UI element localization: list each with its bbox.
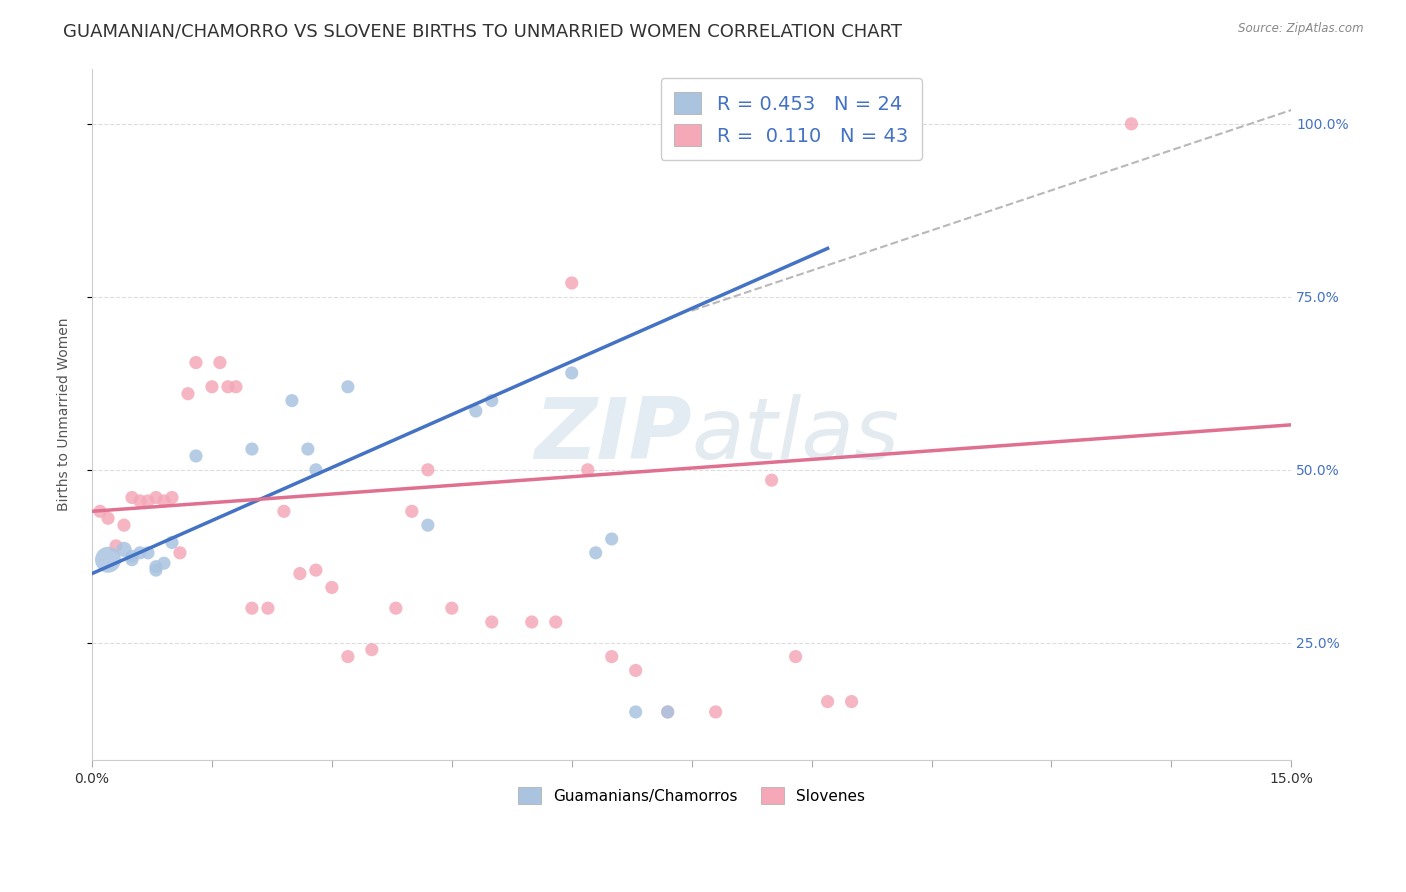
Point: [416, 463, 439, 477]
Point: [153, 556, 176, 570]
Point: [464, 404, 486, 418]
Point: [360, 642, 382, 657]
Point: [288, 566, 311, 581]
Point: [177, 386, 200, 401]
Point: [520, 615, 543, 629]
Point: [305, 463, 328, 477]
Point: [136, 494, 159, 508]
Point: [576, 463, 599, 477]
Point: [121, 549, 143, 564]
Point: [841, 695, 863, 709]
Point: [105, 539, 128, 553]
Point: [600, 649, 623, 664]
Point: [321, 581, 343, 595]
Point: [201, 380, 224, 394]
Point: [145, 559, 167, 574]
Point: [624, 705, 647, 719]
Legend: Guamanians/Chamorros, Slovenes: Guamanians/Chamorros, Slovenes: [508, 776, 876, 815]
Point: [112, 542, 135, 557]
Point: [153, 494, 176, 508]
Point: [336, 380, 359, 394]
Point: [440, 601, 463, 615]
Point: [704, 705, 727, 719]
Point: [240, 442, 263, 456]
Point: [121, 553, 143, 567]
Text: GUAMANIAN/CHAMORRO VS SLOVENE BIRTHS TO UNMARRIED WOMEN CORRELATION CHART: GUAMANIAN/CHAMORRO VS SLOVENE BIRTHS TO …: [63, 22, 903, 40]
Point: [97, 553, 120, 567]
Point: [561, 366, 583, 380]
Point: [600, 532, 623, 546]
Text: Source: ZipAtlas.com: Source: ZipAtlas.com: [1239, 22, 1364, 36]
Point: [257, 601, 280, 615]
Text: ZIP: ZIP: [534, 393, 692, 476]
Point: [160, 535, 183, 549]
Point: [208, 355, 231, 369]
Point: [145, 491, 167, 505]
Point: [145, 563, 167, 577]
Point: [561, 276, 583, 290]
Point: [217, 380, 239, 394]
Point: [761, 473, 783, 487]
Point: [585, 546, 607, 560]
Point: [160, 491, 183, 505]
Point: [112, 518, 135, 533]
Point: [1121, 117, 1143, 131]
Point: [136, 546, 159, 560]
Y-axis label: Births to Unmarried Women: Births to Unmarried Women: [58, 318, 72, 511]
Point: [481, 393, 503, 408]
Point: [184, 355, 207, 369]
Point: [97, 511, 120, 525]
Point: [89, 504, 111, 518]
Point: [544, 615, 567, 629]
Point: [240, 601, 263, 615]
Point: [657, 705, 679, 719]
Point: [336, 649, 359, 664]
Point: [297, 442, 319, 456]
Point: [184, 449, 207, 463]
Point: [121, 491, 143, 505]
Point: [281, 393, 304, 408]
Point: [785, 649, 807, 664]
Point: [385, 601, 408, 615]
Point: [129, 494, 152, 508]
Point: [481, 615, 503, 629]
Point: [169, 546, 191, 560]
Point: [624, 664, 647, 678]
Point: [817, 695, 839, 709]
Point: [225, 380, 247, 394]
Point: [401, 504, 423, 518]
Point: [305, 563, 328, 577]
Point: [273, 504, 295, 518]
Point: [129, 546, 152, 560]
Point: [657, 705, 679, 719]
Text: atlas: atlas: [692, 393, 900, 476]
Point: [416, 518, 439, 533]
